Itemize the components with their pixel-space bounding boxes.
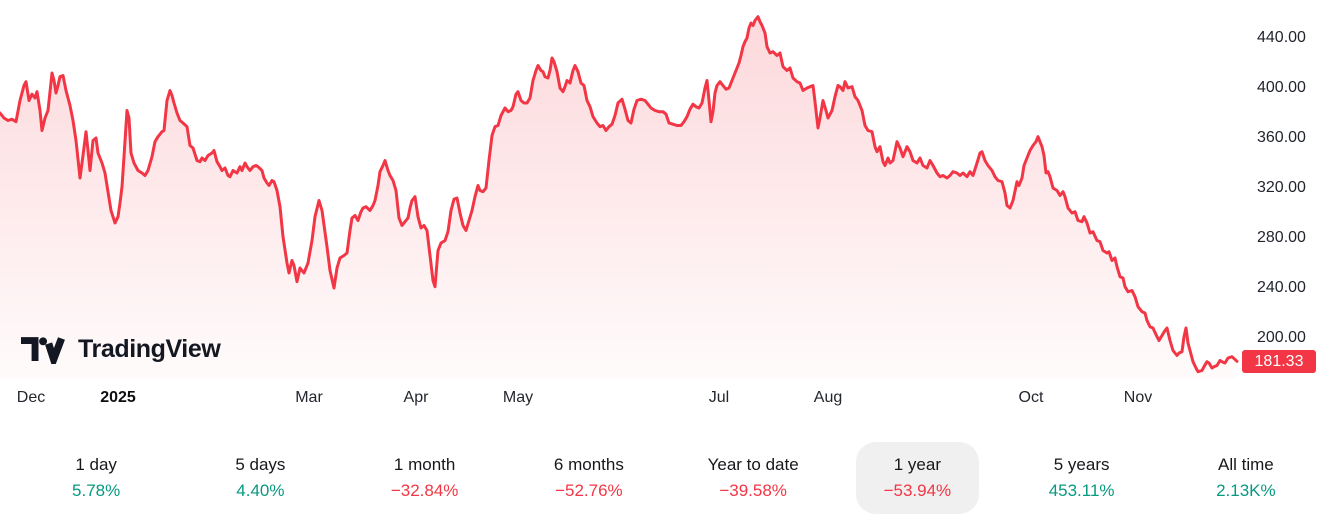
x-axis-label: Mar [295,389,323,406]
range-tab-label: 1 year [893,455,941,474]
range-tab-change-percent: −32.84% [390,481,459,500]
y-axis-label: 200.00 [1257,329,1306,346]
range-tab-label: 6 months [553,455,624,474]
range-tab-inner[interactable]: 1 year −53.94% [855,442,980,514]
range-tab-6-months[interactable]: 6 months −52.76% [507,437,671,519]
range-tab-label: 5 years [1053,455,1110,474]
range-tab-label: All time [1218,455,1274,474]
tradingview-logo-icon [21,336,65,364]
range-tab-change-percent: 4.40% [236,481,285,500]
price-line [0,15,1239,374]
y-axis-label: 320.00 [1257,179,1306,196]
range-tab-label: 1 day [75,455,117,474]
y-axis-label: 440.00 [1257,29,1306,46]
range-tab-label: 1 month [393,455,456,474]
range-tab-5-years[interactable]: 5 years 453.11% [1000,437,1164,519]
area-fill [0,16,1237,378]
x-axis-label: Jul [708,389,730,406]
range-tab-all-time[interactable]: All time 2.13K% [1164,437,1328,519]
last-price-badge: 181.33 [1242,349,1316,373]
x-axis-label: May [502,389,534,406]
range-tab-inner[interactable]: 1 month −32.84% [363,442,487,514]
tradingview-logo-text: TradingView [78,335,221,363]
range-tab-change-percent: 453.11% [1048,481,1115,500]
y-axis-label: 400.00 [1257,79,1306,96]
price-chart-plot: Dec 2025 Mar Apr May Jul Aug Oct Nov TradingView [0,0,1240,406]
range-tab-1-month[interactable]: 1 month −32.84% [343,437,507,519]
range-tab-inner[interactable]: 6 months −52.76% [526,442,652,514]
y-axis-label: 280.00 [1257,229,1306,246]
y-axis-label: 240.00 [1257,279,1306,296]
range-tab-label: Year to date [707,455,799,474]
x-axis-label: Dec [16,389,46,406]
range-tab-change-percent: −39.58% [719,481,787,500]
tradingview-logo[interactable]: TradingView [21,335,221,364]
range-tab-5-days[interactable]: 5 days 4.40% [178,437,342,519]
range-tab-inner[interactable]: All time 2.13K% [1188,442,1304,514]
price-area-chart[interactable] [0,0,1240,378]
range-tab-inner[interactable]: Year to date −39.58% [680,442,827,514]
range-tab-label: 5 days [235,455,286,474]
x-axis-label: Aug [813,389,843,406]
range-tab-inner[interactable]: 1 day 5.78% [44,442,148,514]
range-tab-year-to-date[interactable]: Year to date −39.58% [671,437,835,519]
range-tabs: 1 day 5.78% 5 days 4.40% 1 month −32.84% 6 mon… [0,437,1342,519]
range-tab-change-percent: 5.78% [72,481,121,500]
x-axis-label: Oct [1018,389,1044,406]
x-axis-label: Apr [403,389,429,406]
range-tab-1-year[interactable]: 1 year −53.94% [835,437,999,519]
range-tab-change-percent: −53.94% [883,481,952,500]
range-tab-inner[interactable]: 5 years 453.11% [1021,442,1143,514]
y-axis-label: 360.00 [1257,129,1306,146]
range-tab-change-percent: 2.13K% [1216,481,1276,500]
x-axis-label: 2025 [100,389,136,406]
range-tab-1-day[interactable]: 1 day 5.78% [14,437,178,519]
range-tab-inner[interactable]: 5 days 4.40% [207,442,313,514]
range-tab-change-percent: −52.76% [555,481,623,500]
x-axis-label: Nov [1123,389,1153,406]
price-axis[interactable]: 181.33 440.00 400.00 360.00 320.00 280.00 240… [1240,0,1342,420]
